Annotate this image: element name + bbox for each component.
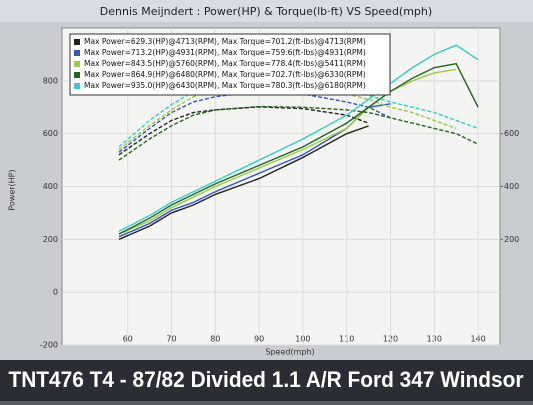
caption: TNT476 T4 - 87/82 Divided 1.1 A/R Ford 3…	[9, 367, 524, 392]
y-tick-label: 0	[53, 288, 58, 297]
line	[118, 62, 479, 235]
legend-swatch	[74, 39, 80, 45]
y2-tick-label: 600	[504, 129, 519, 138]
line	[118, 85, 457, 151]
y-tick-label: 400	[43, 182, 58, 191]
legend-swatch	[74, 61, 80, 67]
legend-swatch	[74, 72, 80, 78]
legend-label: Max Power=629.3(HP)@4713(RPM), Max Torqu…	[84, 37, 366, 46]
chart-title: Dennis Meijndert : Power(HP) & Torque(lb…	[100, 5, 432, 18]
legend-box	[69, 33, 391, 96]
caption-band	[0, 360, 533, 401]
y-tick-label: 600	[43, 129, 58, 138]
y-tick-label: 800	[43, 76, 58, 85]
legend-label: Max Power=864.9(HP)@6480(RPM), Max Torqu…	[84, 70, 366, 79]
legend-swatch	[74, 83, 80, 89]
legend-label: Max Power=935.0(HP)@6430(RPM), Max Torqu…	[84, 81, 366, 90]
line	[118, 68, 457, 235]
y-tick-label: 200	[43, 235, 58, 244]
line	[118, 44, 479, 233]
x-axis-label: Speed(mph)	[265, 348, 314, 357]
line	[118, 105, 479, 161]
line	[118, 125, 369, 240]
legend-swatch	[74, 50, 80, 56]
y-axis-label: Power(HP)	[8, 169, 17, 210]
y-tick-label: -200	[40, 341, 58, 350]
legend-label: Max Power=843.5(HP)@5760(RPM), Max Torqu…	[84, 59, 366, 68]
legend-label: Max Power=713.2(HP)@4931(RPM), Max Torqu…	[84, 48, 366, 57]
y2-tick-label: 400	[504, 182, 519, 191]
y2-tick-label: 200	[504, 235, 519, 244]
title-bar	[0, 0, 533, 22]
